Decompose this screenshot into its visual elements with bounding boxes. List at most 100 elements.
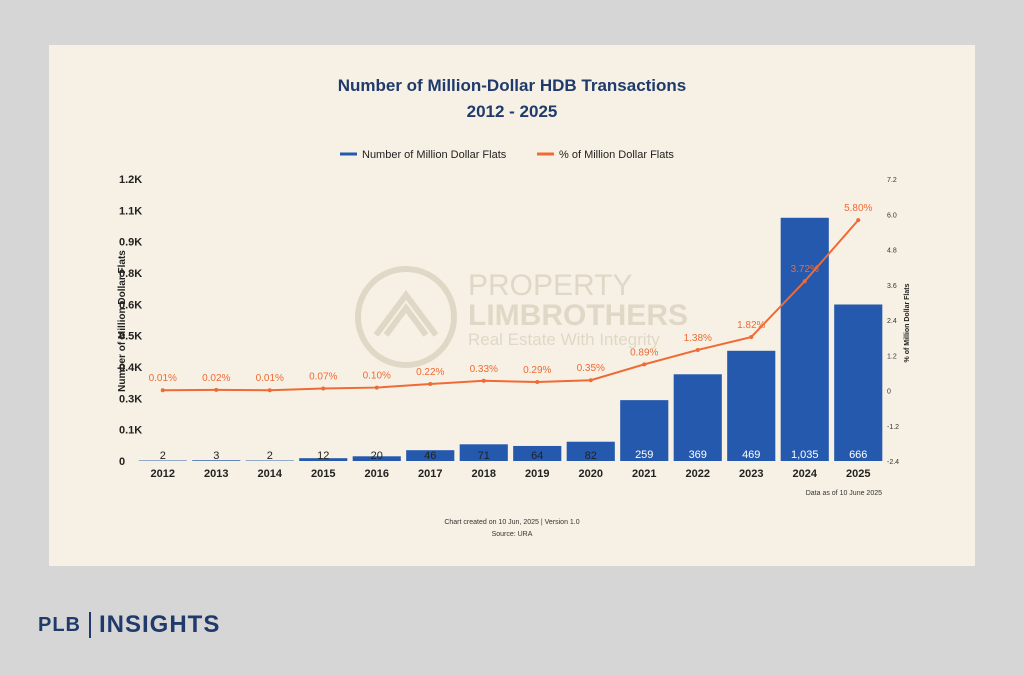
pct-point	[481, 378, 486, 383]
watermark-emblem	[355, 266, 457, 368]
pct-point	[642, 362, 647, 367]
pct-value-label: 0.01%	[149, 373, 177, 384]
bar-value-label: 64	[531, 450, 543, 462]
bar	[459, 444, 508, 461]
bar	[299, 458, 348, 461]
bar	[406, 450, 455, 461]
pct-point	[428, 382, 433, 387]
bar-value-label: 12	[317, 450, 329, 462]
y-tick-label: 1.1K	[119, 205, 142, 217]
x-tick-label: 2021	[632, 468, 656, 480]
footer-created: Chart created on 10 Jun, 2025 | Version …	[444, 519, 579, 526]
bar-value-label: 469	[742, 449, 760, 461]
y-tick-label: 0.4K	[119, 362, 142, 374]
pct-point	[588, 378, 593, 383]
bar	[727, 350, 776, 461]
bar	[780, 217, 829, 461]
y-tick-label: 0.8K	[119, 268, 142, 280]
y-axis-title: Number of Million Dollar Flats	[117, 250, 128, 392]
pct-value-label: 3.72%	[791, 264, 819, 275]
x-tick-label: 2017	[418, 468, 442, 480]
x-tick-label: 2014	[258, 468, 283, 480]
y2-tick-label: -1.2	[887, 424, 899, 431]
data-note: Data as of 10 June 2025	[806, 490, 882, 497]
bar-value-label: 369	[689, 449, 707, 461]
x-tick-label: 2018	[472, 468, 496, 480]
y-tick-label: 0.1K	[119, 425, 142, 437]
pct-value-label: 1.38%	[684, 333, 712, 344]
pct-value-label: 0.89%	[630, 347, 658, 358]
bar-value-label: 3	[213, 450, 219, 462]
bar	[620, 400, 669, 461]
chart-subtitle: 2012 - 2025	[467, 102, 558, 121]
watermark-line3: Real Estate With Integrity	[468, 330, 660, 349]
pct-point	[695, 347, 700, 352]
x-tick-label: 2016	[365, 468, 389, 480]
pct-point	[160, 388, 165, 393]
x-tick-label: 2023	[739, 468, 763, 480]
pct-point	[214, 387, 219, 392]
y-tick-label: 1.2K	[119, 174, 142, 186]
y2-tick-label: 7.2	[887, 177, 897, 184]
pct-point	[749, 335, 754, 340]
pct-value-label: 0.07%	[309, 371, 337, 382]
y2-tick-label: -2.4	[887, 459, 899, 466]
x-tick-label: 2022	[686, 468, 710, 480]
brand-logo: PLB INSIGHTS	[38, 610, 220, 640]
bar	[513, 445, 562, 461]
y2-tick-label: 0	[887, 389, 891, 396]
x-tick-label: 2012	[151, 468, 175, 480]
y-tick-label: 0.3K	[119, 393, 142, 405]
bar-value-label: 46	[424, 450, 436, 462]
bar-value-label: 666	[849, 449, 867, 461]
y2-tick-label: 1.2	[887, 353, 897, 360]
brand-plb: PLB	[38, 613, 81, 636]
bar-value-label: 1,035	[791, 449, 819, 461]
y-tick-label: 0.9K	[119, 237, 142, 249]
y2-tick-label: 2.4	[887, 318, 897, 325]
pct-point	[267, 388, 272, 393]
bar	[352, 456, 401, 461]
pct-value-label: 0.10%	[363, 371, 391, 382]
x-tick-label: 2019	[525, 468, 549, 480]
pct-line	[162, 219, 860, 392]
legend-line-label: % of Million Dollar Flats	[559, 149, 674, 161]
y2-tick-label: 6.0	[887, 212, 897, 219]
pct-point	[856, 218, 861, 223]
legend-bar-label: Number of Million Dollar Flats	[362, 149, 507, 161]
pct-point	[535, 379, 540, 384]
y2-tick-label: 3.6	[887, 283, 897, 290]
y-tick-label: 0	[119, 456, 125, 468]
bar-value-label: 20	[371, 450, 383, 462]
pct-value-label: 0.29%	[523, 365, 551, 376]
pct-value-label: 0.22%	[416, 367, 444, 378]
x-tick-label: 2025	[846, 468, 870, 480]
bar-value-label: 259	[635, 449, 653, 461]
bar-value-label: 2	[267, 450, 273, 462]
pct-value-label: 0.02%	[202, 373, 230, 384]
pct-value-label: 0.35%	[577, 363, 605, 374]
brand-insights: INSIGHTS	[99, 611, 221, 638]
bar	[192, 460, 241, 461]
y2-axis-title: % of Million Dollar Flats	[904, 283, 911, 362]
watermark-roof-icon	[373, 290, 439, 337]
watermark-line2: LIMBROTHERS	[468, 299, 688, 332]
y-tick-label: 0.5K	[119, 331, 142, 343]
x-tick-label: 2013	[204, 468, 228, 480]
bar-value-label: 2	[160, 450, 166, 462]
pct-value-label: 0.01%	[256, 373, 284, 384]
y-tick-label: 0.6K	[119, 299, 142, 311]
pct-value-label: 1.82%	[737, 320, 765, 331]
x-tick-label: 2024	[793, 468, 818, 480]
x-tick-label: 2020	[579, 468, 603, 480]
bar	[673, 374, 722, 461]
chart-title: Number of Million-Dollar HDB Transaction…	[338, 76, 687, 95]
bar	[834, 304, 883, 461]
chart-panel: PROPERTY LIMBROTHERS Real Estate With Inte…	[49, 45, 975, 566]
brand-divider	[89, 612, 91, 638]
pct-value-label: 0.33%	[470, 364, 498, 375]
bar-value-label: 82	[585, 450, 597, 462]
x-tick-label: 2015	[311, 468, 335, 480]
pct-value-label: 5.80%	[844, 203, 872, 214]
